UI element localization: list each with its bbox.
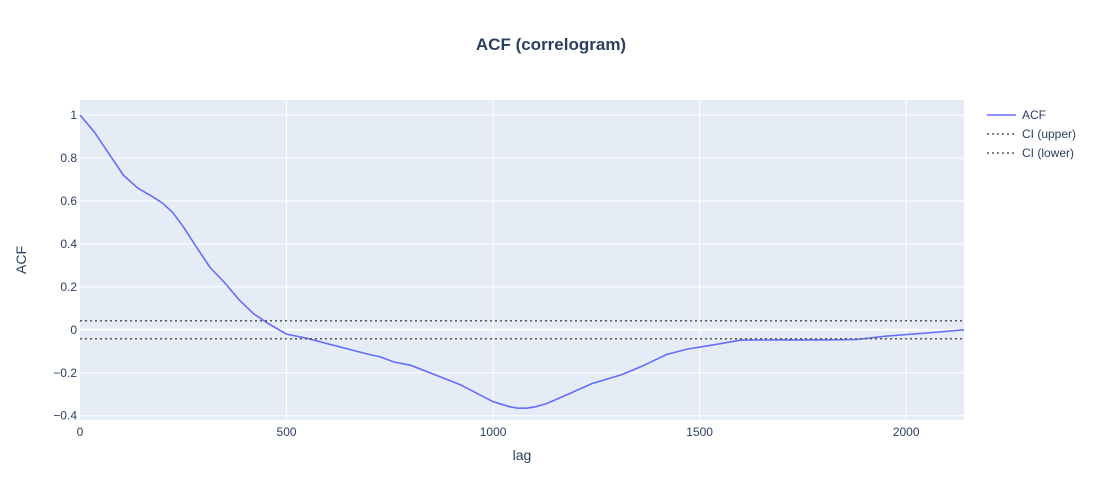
y-tick-label: 0.8 <box>60 151 77 165</box>
legend-item[interactable]: CI (upper) <box>987 127 1076 141</box>
grid-lines <box>80 100 964 420</box>
x-tick-label: 0 <box>77 425 84 439</box>
x-tick-label: 1000 <box>480 425 507 439</box>
y-axis-ticks: −0.4 −0.2 0 0.2 0.4 0.6 0.8 1 <box>53 108 77 423</box>
legend[interactable]: ACF CI (upper) CI (lower) <box>987 108 1076 160</box>
series-line-acf <box>79 114 965 410</box>
x-tick-label: 2000 <box>893 425 920 439</box>
legend-label: CI (lower) <box>1022 146 1074 160</box>
y-tick-label: 0.4 <box>60 237 77 251</box>
legend-item[interactable]: CI (lower) <box>987 146 1074 160</box>
y-tick-label: −0.4 <box>53 409 77 423</box>
legend-item[interactable]: ACF <box>987 108 1046 122</box>
x-tick-label: 1500 <box>686 425 713 439</box>
chart-title: ACF (correlogram) <box>476 35 626 54</box>
x-axis-title: lag <box>513 447 532 463</box>
legend-label: ACF <box>1022 108 1046 122</box>
y-axis-title: ACF <box>13 246 29 274</box>
y-tick-label: 1 <box>70 108 77 122</box>
y-tick-label: 0 <box>70 323 77 337</box>
y-tick-label: 0.2 <box>60 280 77 294</box>
x-tick-label: 500 <box>277 425 297 439</box>
legend-label: CI (upper) <box>1022 127 1076 141</box>
plot-area <box>80 100 964 420</box>
y-tick-label: −0.2 <box>53 366 77 380</box>
y-tick-label: 0.6 <box>60 194 77 208</box>
plot-series <box>79 114 965 410</box>
x-axis-ticks: 0 500 1000 1500 2000 <box>77 425 920 439</box>
